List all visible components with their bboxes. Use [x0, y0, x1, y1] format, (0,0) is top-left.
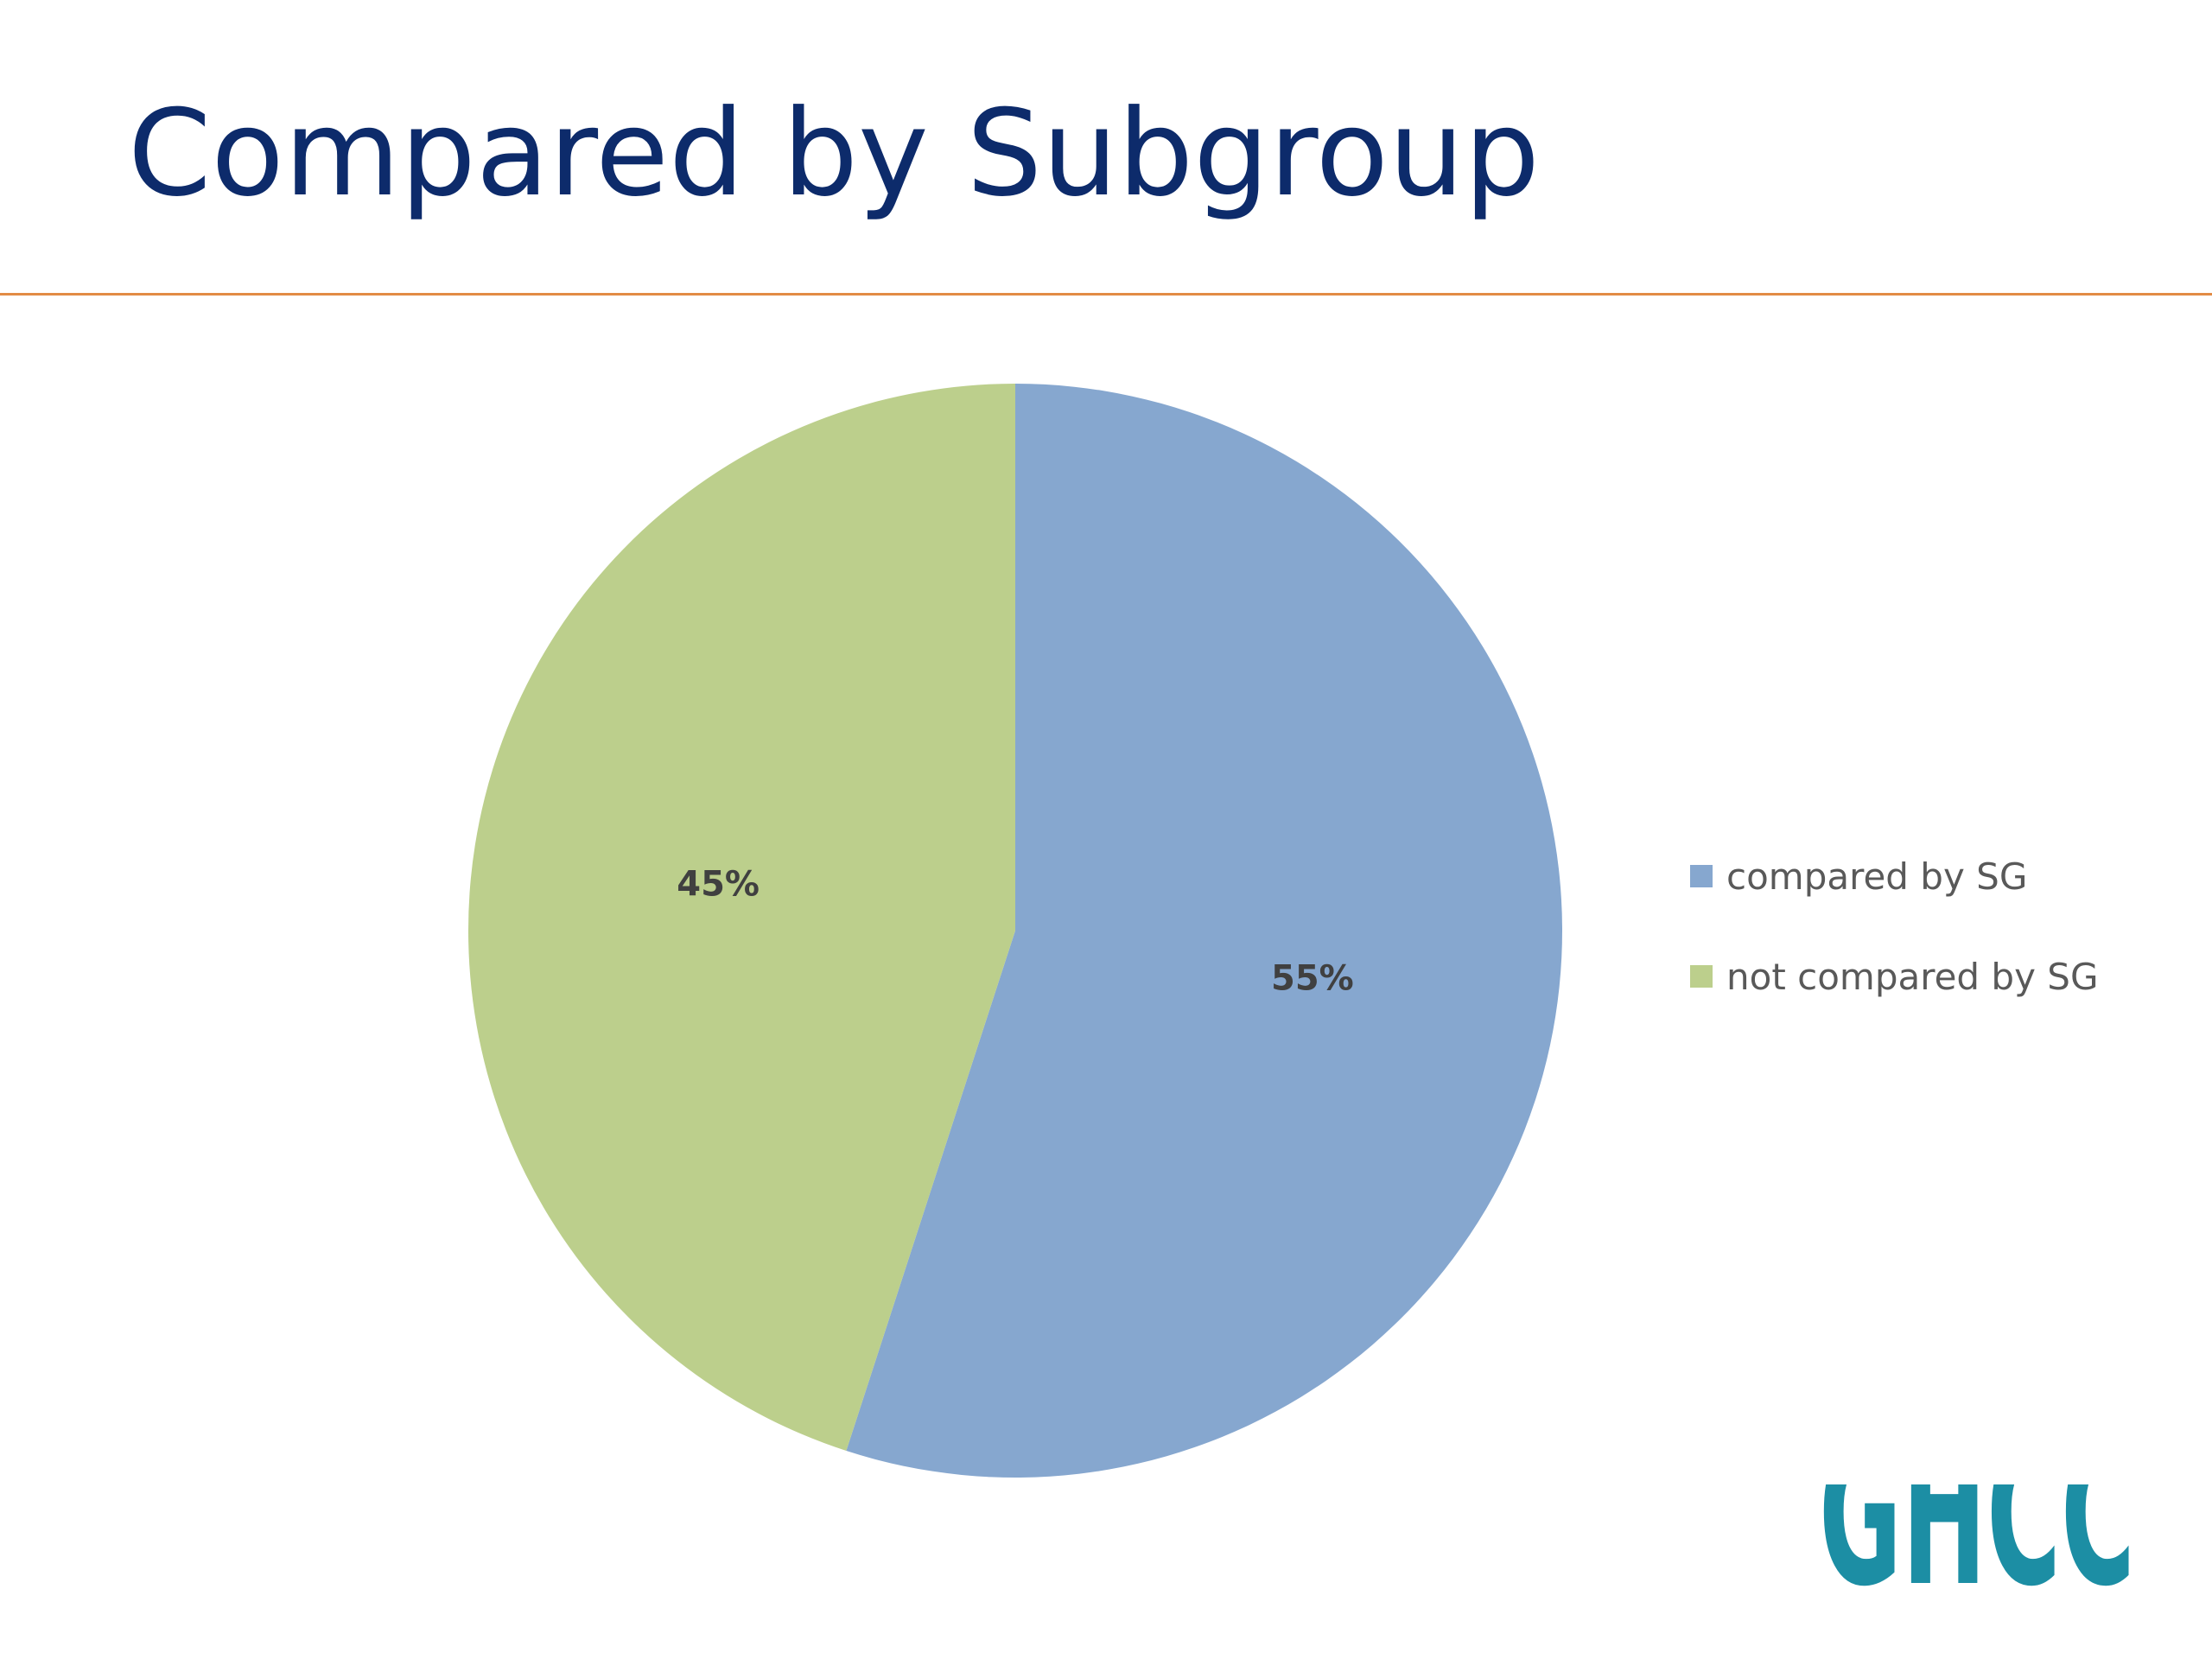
pie-slice-compared — [846, 384, 1562, 1478]
pie-slices — [467, 384, 1562, 1478]
pie-slice-not-compared — [467, 384, 1015, 1452]
title-divider — [0, 293, 2212, 296]
legend-swatch-not-compared — [1690, 965, 1713, 988]
pie-data-label-not-compared: 45% — [677, 865, 760, 905]
legend-item-compared: compared by SG — [1690, 849, 2099, 904]
logo-text: GHCC — [1819, 1484, 2135, 1623]
legend-swatch-compared — [1690, 865, 1713, 887]
ghcc-logo-icon: GHCC — [1819, 1484, 2135, 1623]
legend-item-not-compared: not compared by SG — [1690, 949, 2099, 1004]
legend-label-not-compared: not compared by SG — [1726, 955, 2099, 998]
chart-legend: compared by SG not compared by SG — [1690, 849, 2099, 1049]
page-title: Compared by Subgroup — [128, 84, 1541, 223]
pie-data-label-compared: 55% — [1271, 958, 1354, 998]
pie-data-labels: 55% 45% — [677, 865, 1353, 999]
legend-label-compared: compared by SG — [1726, 855, 2028, 898]
